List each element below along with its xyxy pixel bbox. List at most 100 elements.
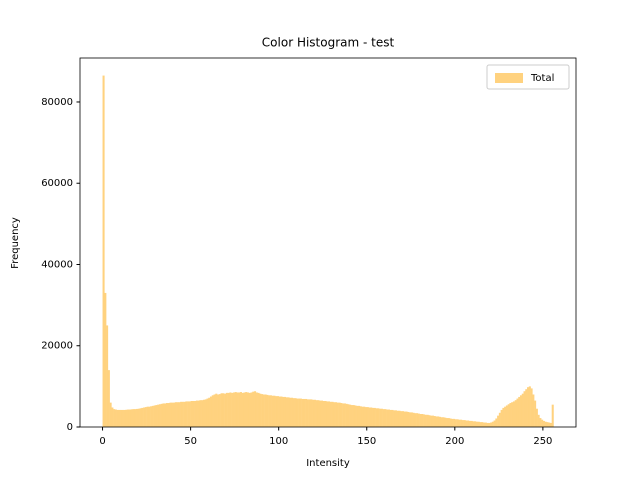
bar — [454, 419, 457, 427]
bar — [364, 407, 368, 427]
chart-title: Color Histogram - test — [262, 36, 395, 50]
bar — [410, 412, 413, 427]
bar — [375, 408, 378, 427]
x-tick-label: 150 — [357, 436, 376, 447]
bar — [222, 393, 225, 427]
bar — [505, 405, 508, 427]
bar — [437, 416, 440, 427]
bar — [528, 386, 531, 427]
legend-label: Total — [530, 73, 554, 84]
bar — [202, 399, 206, 427]
bar — [234, 392, 237, 427]
bar — [488, 422, 491, 427]
bar — [185, 401, 188, 427]
bar — [417, 413, 420, 427]
axes-frame — [79, 57, 577, 428]
bar — [111, 407, 114, 427]
bar — [130, 409, 133, 427]
bar — [192, 400, 195, 427]
bar — [396, 410, 399, 427]
bar — [113, 409, 116, 427]
bar — [401, 411, 405, 427]
bar — [123, 409, 126, 427]
bar — [134, 409, 137, 427]
bar — [372, 407, 375, 427]
bar — [143, 407, 146, 427]
bar — [209, 396, 213, 427]
bar — [359, 406, 362, 427]
bar — [507, 404, 510, 427]
bar — [282, 396, 285, 427]
bar — [444, 417, 447, 427]
bar — [150, 406, 153, 427]
bar — [468, 420, 471, 427]
bar — [320, 400, 324, 427]
bar — [352, 405, 355, 427]
x-tick-label: 250 — [533, 436, 552, 447]
bar — [137, 408, 140, 427]
y-tick-label: 40000 — [41, 259, 73, 270]
bar — [217, 394, 220, 427]
bar — [120, 409, 123, 427]
bar — [128, 409, 132, 427]
bar — [523, 391, 526, 427]
bar — [539, 418, 542, 427]
bar — [541, 419, 544, 427]
y-axis-label: Frequency — [10, 217, 21, 269]
bar — [442, 417, 445, 427]
bar — [158, 404, 161, 427]
bar — [187, 401, 190, 427]
bar — [548, 422, 551, 427]
bar — [333, 402, 336, 427]
bar — [236, 392, 239, 427]
bar — [313, 399, 316, 427]
x-tick-label: 50 — [184, 436, 197, 447]
bar — [114, 409, 117, 427]
x-tick-label: 200 — [445, 436, 464, 447]
y-tick-label: 60000 — [41, 178, 73, 189]
bar — [162, 403, 165, 427]
bar — [239, 392, 242, 427]
bar — [305, 398, 308, 427]
bar — [220, 393, 223, 427]
bar — [551, 404, 554, 427]
bar — [329, 401, 332, 427]
bar — [268, 395, 271, 427]
bar — [224, 393, 227, 427]
bar — [433, 416, 436, 427]
bar — [527, 387, 530, 427]
bar — [343, 403, 346, 427]
bar — [521, 393, 524, 427]
bar — [465, 420, 468, 427]
bar — [419, 413, 422, 427]
bar — [255, 392, 258, 427]
bar — [472, 421, 475, 427]
bar — [266, 394, 269, 427]
bar — [430, 415, 433, 427]
bar — [347, 404, 350, 427]
bar — [493, 420, 496, 427]
bar — [424, 414, 427, 427]
bar — [118, 409, 121, 427]
bar — [389, 409, 392, 427]
bar — [190, 400, 193, 427]
bar — [204, 399, 207, 427]
bar — [160, 403, 163, 427]
bar — [502, 407, 505, 427]
bar — [141, 407, 144, 427]
bar — [273, 395, 276, 427]
bar — [534, 400, 537, 427]
bar — [201, 400, 204, 427]
bar — [243, 392, 246, 427]
bar — [261, 394, 264, 427]
bar — [278, 396, 281, 427]
bar — [336, 402, 339, 427]
bar — [403, 411, 406, 427]
bar — [387, 409, 390, 427]
bar — [391, 409, 394, 427]
bar — [107, 370, 110, 427]
x-tick-label: 0 — [99, 436, 105, 447]
bar — [287, 397, 290, 427]
bar — [412, 412, 415, 427]
bar — [296, 398, 299, 427]
